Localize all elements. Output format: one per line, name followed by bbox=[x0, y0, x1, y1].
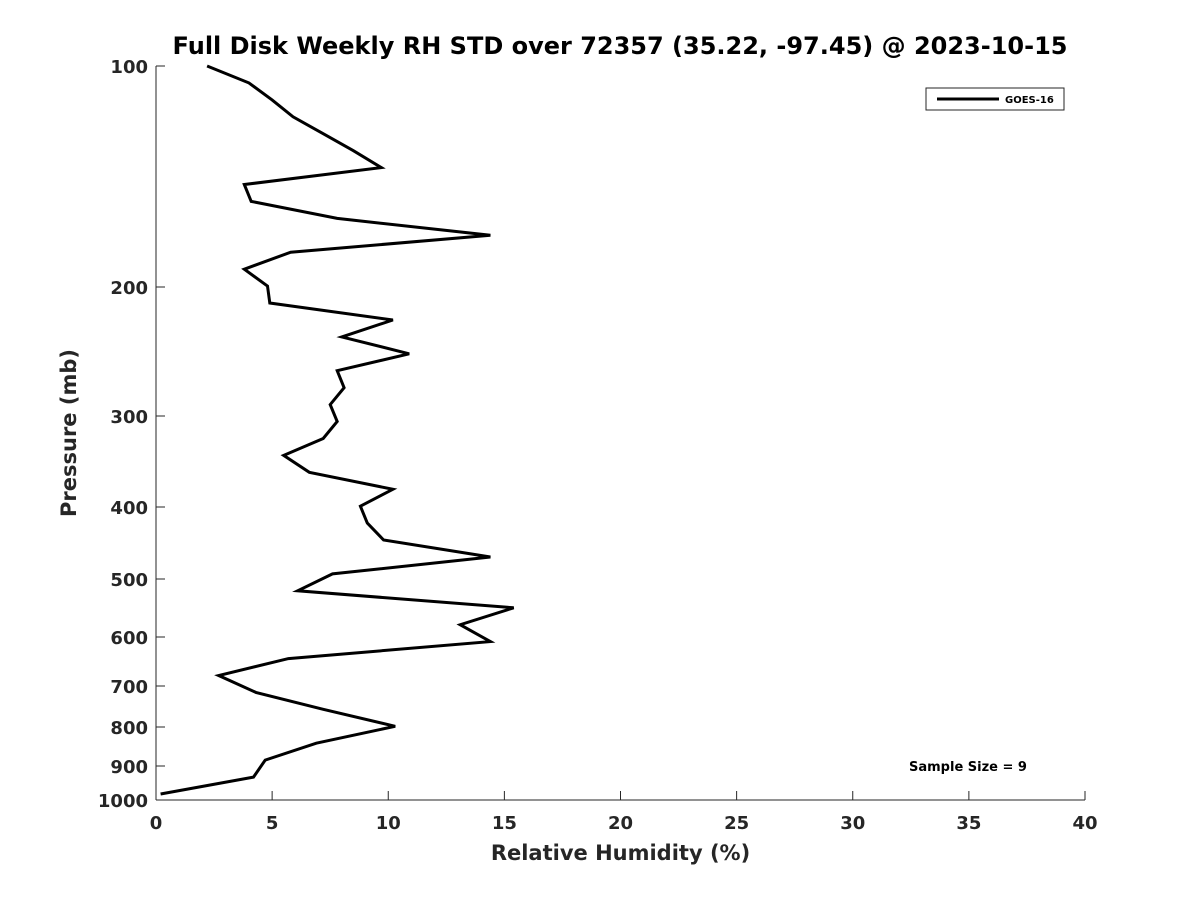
plot-area bbox=[156, 66, 1085, 800]
series-group bbox=[160, 64, 515, 796]
y-tick-label: 500 bbox=[110, 570, 148, 591]
y-axis-label: Pressure (mb) bbox=[57, 349, 81, 517]
legend-label-goes-16: GOES-16 bbox=[1005, 95, 1054, 106]
y-tick-label: 800 bbox=[110, 718, 148, 739]
y-tick-label: 900 bbox=[110, 757, 148, 778]
series-line-goes-16 bbox=[160, 64, 515, 796]
y-tick-label: 200 bbox=[110, 278, 148, 299]
x-axis: 0 5 10 15 20 25 30 35 40 bbox=[150, 791, 1098, 834]
y-tick-label: 300 bbox=[110, 407, 148, 428]
x-tick-label: 15 bbox=[492, 813, 517, 834]
x-tick-label: 25 bbox=[724, 813, 749, 834]
y-tick-label: 700 bbox=[110, 677, 148, 698]
legend: GOES-16 bbox=[925, 87, 1065, 111]
x-tick-label: 10 bbox=[376, 813, 401, 834]
sample-size-annotation: Sample Size = 9 bbox=[909, 760, 1027, 775]
x-tick-label: 5 bbox=[266, 813, 279, 834]
x-tick-label: 30 bbox=[840, 813, 865, 834]
x-tick-label: 35 bbox=[956, 813, 981, 834]
x-tick-label: 0 bbox=[150, 813, 163, 834]
y-tick-label: 600 bbox=[110, 628, 148, 649]
x-axis-label: Relative Humidity (%) bbox=[491, 841, 750, 865]
y-tick-label: 400 bbox=[110, 498, 148, 519]
y-tick-label: 1000 bbox=[98, 791, 148, 812]
y-tick-label: 100 bbox=[110, 57, 148, 78]
chart-title: Full Disk Weekly RH STD over 72357 (35.2… bbox=[173, 32, 1068, 60]
y-axis: 100 200 300 400 500 600 700 800 900 1000 bbox=[98, 57, 165, 812]
x-tick-label: 20 bbox=[608, 813, 633, 834]
x-tick-label: 40 bbox=[1072, 813, 1097, 834]
